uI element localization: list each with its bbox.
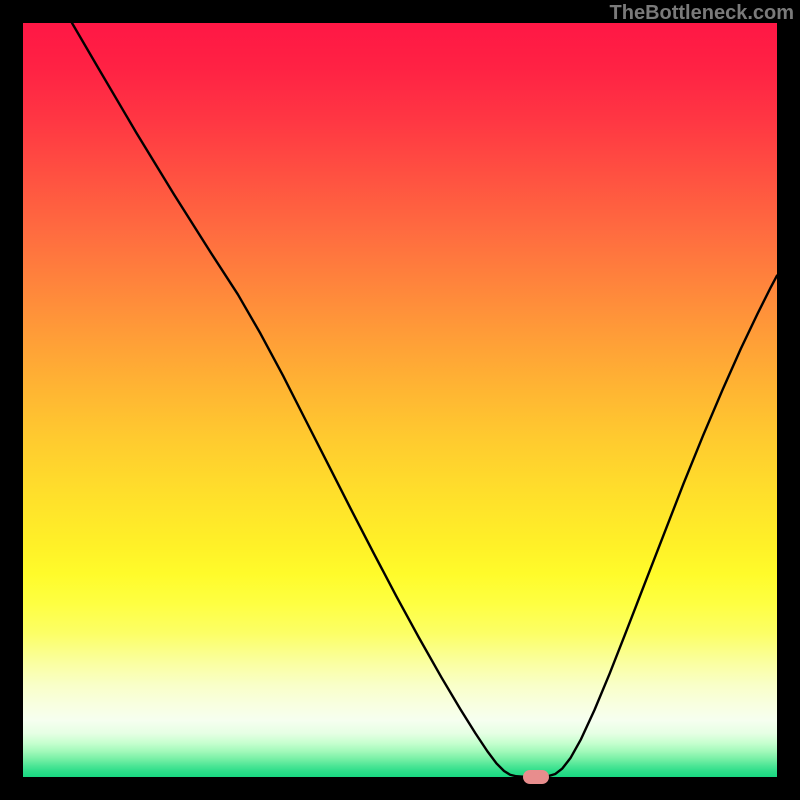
bottleneck-curve bbox=[23, 23, 777, 777]
watermark-text: TheBottleneck.com bbox=[610, 2, 794, 25]
stage: TheBottleneck.com bbox=[0, 0, 800, 800]
optimal-marker bbox=[523, 770, 549, 784]
plot-area bbox=[23, 23, 777, 777]
